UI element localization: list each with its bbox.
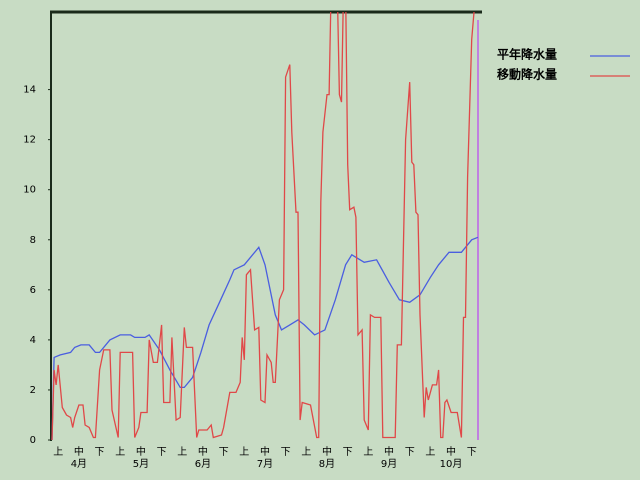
x-tick-label: 中 <box>136 445 146 458</box>
legend-label: 平年降水量 <box>497 47 557 62</box>
x-tick-label: 中 <box>260 445 270 458</box>
x-tick-label: 上 <box>177 446 187 458</box>
month-label: 8月 <box>319 458 335 470</box>
month-label: 9月 <box>381 458 397 470</box>
x-tick-label: 下 <box>157 447 167 458</box>
month-label: 4月 <box>71 458 87 470</box>
x-tick-label: 下 <box>281 447 291 458</box>
legend-label: 移動降水量 <box>497 67 557 82</box>
x-tick-label: 下 <box>343 447 353 458</box>
x-tick-label: 上 <box>363 446 373 458</box>
x-tick-label: 中 <box>384 445 394 458</box>
month-label: 10月 <box>440 458 463 470</box>
series-line <box>51 236 479 441</box>
x-tick-label: 上 <box>301 446 311 458</box>
x-tick-label: 上 <box>239 446 249 458</box>
x-tick-label: 上 <box>115 446 125 458</box>
y-tick-label: 4 <box>30 335 36 346</box>
month-label: 7月 <box>257 458 273 470</box>
x-tick-label: 上 <box>53 446 63 458</box>
y-tick-label: 8 <box>30 235 36 246</box>
x-tick-label: 中 <box>74 445 84 458</box>
y-tick-label: 10 <box>23 185 36 196</box>
y-tick-label: 6 <box>30 285 36 296</box>
x-tick-label: 下 <box>219 447 229 458</box>
x-tick-label: 中 <box>446 445 456 458</box>
x-tick-label: 上 <box>425 446 435 458</box>
y-tick-label: 14 <box>23 85 36 96</box>
x-tick-label: 下 <box>405 447 415 458</box>
x-tick-label: 下 <box>467 447 477 458</box>
x-tick-label: 中 <box>322 445 332 458</box>
x-tick-label: 中 <box>198 445 208 458</box>
series-line <box>51 12 475 441</box>
month-label: 5月 <box>133 458 149 470</box>
x-tick-label: 下 <box>95 447 105 458</box>
y-tick-label: 0 <box>30 435 36 446</box>
month-label: 6月 <box>195 458 211 470</box>
y-tick-label: 2 <box>30 385 36 396</box>
y-tick-label: 12 <box>23 135 36 146</box>
